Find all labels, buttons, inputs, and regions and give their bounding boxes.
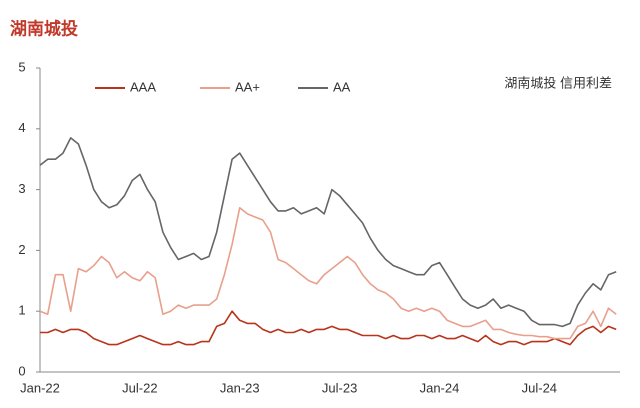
x-tick-label: Jul-23 xyxy=(322,380,357,395)
line-series xyxy=(39,137,617,328)
x-tick-label: Jan-23 xyxy=(220,380,260,395)
x-tick-label: Jul-22 xyxy=(122,380,157,395)
y-tick-label: 2 xyxy=(18,242,25,257)
legend-label: AA+ xyxy=(235,79,260,94)
y-tick-label: 4 xyxy=(18,120,25,135)
y-tick-label: 1 xyxy=(18,303,25,318)
x-tick-label: Jul-24 xyxy=(522,380,557,395)
legend-label: AA xyxy=(333,79,351,94)
line-series xyxy=(39,207,617,340)
x-tick-label: Jan-24 xyxy=(420,380,460,395)
y-tick-label: 5 xyxy=(18,59,25,74)
x-tick-label: Jan-22 xyxy=(20,380,60,395)
chart-title: 湖南城投 xyxy=(10,18,78,38)
y-tick-label: 3 xyxy=(18,181,25,196)
y-tick-label: 0 xyxy=(18,363,25,378)
annotation: 湖南城投 信用利差 xyxy=(504,75,612,90)
line-series xyxy=(40,310,617,346)
legend-label: AAA xyxy=(130,79,156,94)
